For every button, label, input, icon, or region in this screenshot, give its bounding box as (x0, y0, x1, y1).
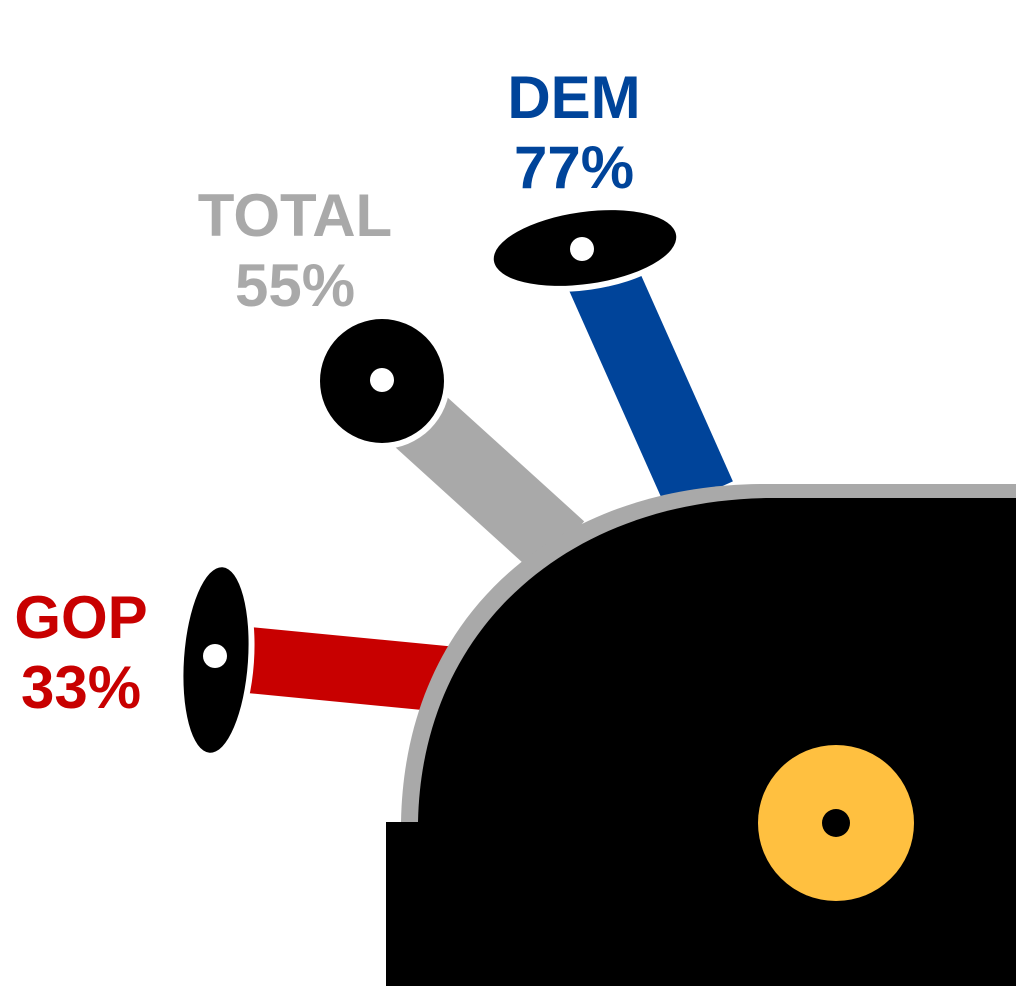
gauge-heads (177, 204, 683, 759)
gauge-labels: DEM 77% TOTAL 55% GOP 33% (14, 64, 640, 721)
label-gop-value: 33% (21, 654, 141, 721)
label-total-name: TOTAL (198, 182, 392, 249)
stalk-dem (565, 252, 733, 511)
eye-dem (570, 237, 594, 261)
label-dem-value: 77% (514, 134, 634, 201)
label-gop-name: GOP (14, 584, 147, 651)
stalk-gop (224, 625, 459, 713)
eye-gop (203, 644, 227, 668)
eye-total (370, 368, 394, 392)
gauge-hub-center (822, 809, 850, 837)
label-dem-name: DEM (507, 64, 640, 131)
stalk-total (385, 385, 585, 575)
label-total-value: 55% (235, 252, 355, 319)
gauge-stalks (224, 249, 740, 720)
gauge-body (386, 484, 1016, 986)
gauge-base (386, 822, 1016, 986)
